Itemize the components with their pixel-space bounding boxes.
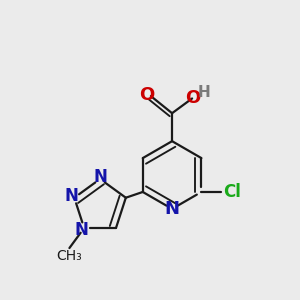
Text: H: H [197, 85, 210, 100]
Text: N: N [64, 187, 78, 205]
Text: CH₃: CH₃ [56, 249, 82, 262]
Text: N: N [165, 200, 180, 218]
Text: O: O [139, 86, 154, 104]
Text: Cl: Cl [223, 183, 241, 201]
Text: N: N [75, 221, 89, 239]
Text: O: O [185, 88, 200, 106]
Text: N: N [93, 168, 107, 186]
